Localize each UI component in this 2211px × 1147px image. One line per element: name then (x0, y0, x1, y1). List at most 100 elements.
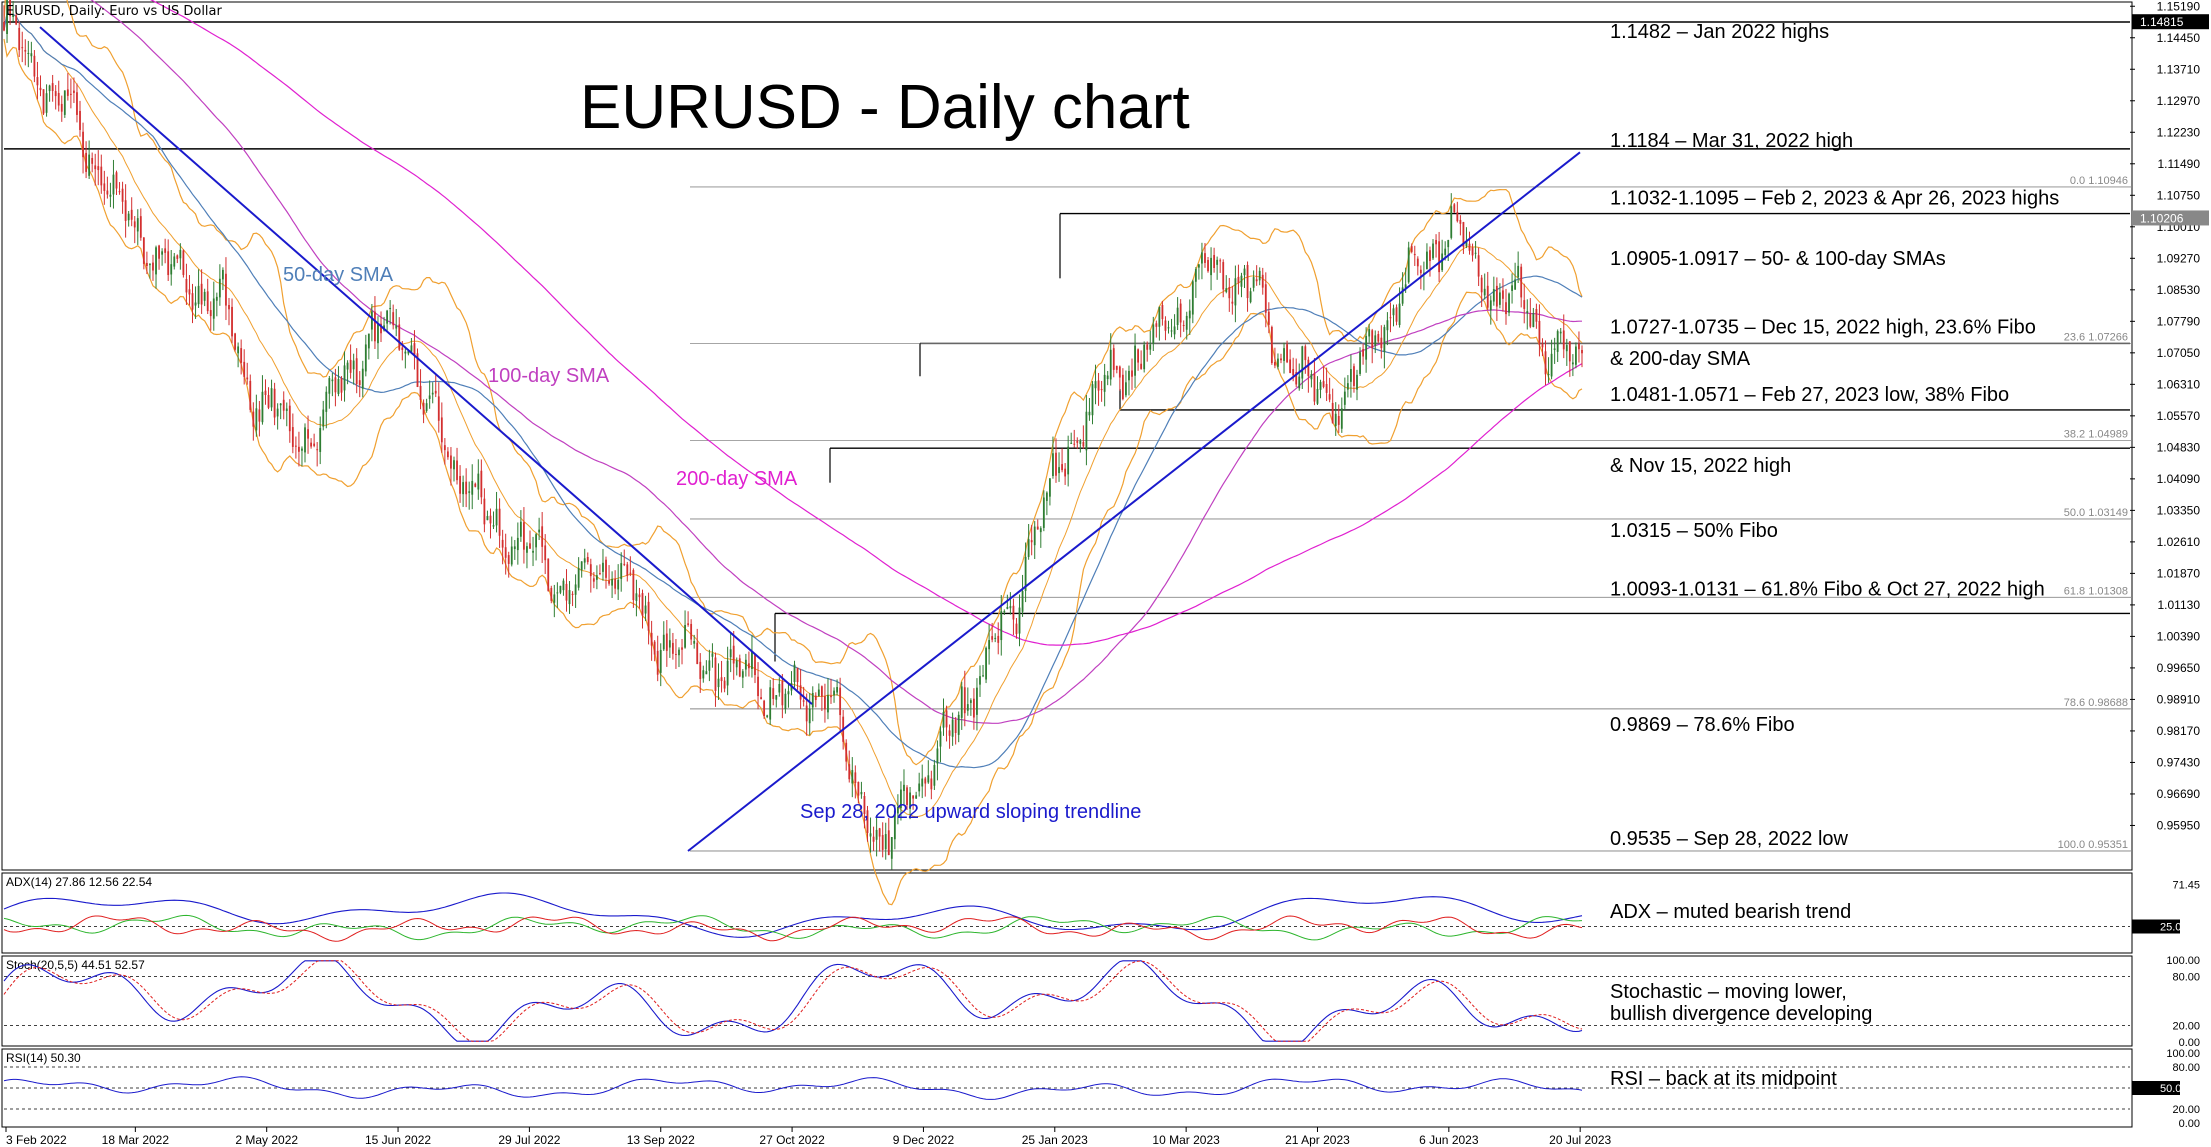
candle-body (1033, 526, 1036, 546)
candle-body (668, 640, 671, 648)
x-tick-label: 25 Jan 2023 (1022, 1133, 1088, 1147)
candle-body (948, 730, 951, 736)
candle-body (1274, 362, 1276, 366)
candle-body (1298, 376, 1301, 389)
candle-body (893, 810, 896, 840)
candle-body (94, 165, 97, 170)
candle-body (939, 731, 942, 747)
candle-body (252, 411, 255, 427)
candle-body (1474, 252, 1477, 254)
candle-body (355, 358, 358, 385)
candle-body (422, 402, 425, 415)
candle-body (988, 640, 991, 650)
stoch-main-line (3, 960, 1583, 1042)
candle-body (805, 705, 808, 722)
candle-body (1316, 388, 1319, 404)
candle-body (741, 671, 744, 678)
candle-body (340, 377, 343, 393)
candle-body (1173, 326, 1176, 335)
candle-body (1149, 344, 1152, 350)
candle-body (963, 687, 966, 714)
candle-body (60, 103, 63, 112)
candle-body (374, 311, 376, 342)
candle-body (474, 483, 477, 487)
candle-body (541, 526, 544, 547)
candle-body (787, 691, 790, 695)
candle-body (398, 324, 401, 350)
candle-body (1529, 313, 1532, 327)
candle-body (711, 653, 714, 657)
candle-body (781, 681, 784, 706)
fib-level-label: 61.8 1.01308 (2064, 585, 2128, 597)
candle-body (936, 748, 939, 764)
y-tick-label: 1.02610 (2157, 535, 2201, 549)
candle-body (650, 632, 653, 646)
candle-body (1021, 591, 1024, 612)
candle-body (1395, 307, 1398, 322)
indicator-tick-label: 100.00 (2166, 1048, 2200, 1060)
candle-body (498, 508, 501, 536)
candle-body (1492, 289, 1495, 302)
candle-body (1231, 301, 1234, 304)
chart-header: EURUSD, Daily: Euro vs US Dollar (6, 4, 223, 19)
candle-body (1197, 264, 1200, 268)
indicator-tick-label: 0.00 (2179, 1037, 2200, 1049)
candle-body (1429, 250, 1431, 262)
candle-body (1152, 324, 1155, 344)
level-annotation: & 200-day SMA (1610, 348, 1751, 370)
candle-body (343, 365, 346, 391)
level-annotation: 1.1184 – Mar 31, 2022 high (1610, 130, 1853, 152)
candle-body (489, 515, 492, 524)
candle-body (1267, 311, 1270, 325)
candle-body (1471, 247, 1474, 256)
candle-body (1292, 369, 1295, 376)
candle-body (3, 21, 5, 31)
candle-body (1140, 363, 1143, 369)
candle-body (85, 152, 88, 172)
candle-body (1416, 258, 1419, 267)
candle-body (212, 298, 215, 319)
candle-body (1088, 411, 1091, 416)
candle-body (635, 593, 638, 601)
rsi-header: RSI(14) 50.30 (6, 1051, 81, 1065)
candle-body (523, 522, 525, 550)
candle-body (1085, 411, 1088, 451)
candle-body (702, 670, 705, 679)
candle-body (927, 775, 930, 783)
candle-body (1535, 309, 1538, 322)
indicator-badge-label: 25.00 (2160, 922, 2188, 934)
candle-body (1155, 323, 1158, 327)
candle-body (124, 200, 127, 221)
candle-body (1112, 348, 1115, 370)
candle-body (492, 525, 495, 527)
candle-body (218, 278, 221, 298)
candle-body (550, 587, 553, 601)
candle-body (416, 353, 419, 388)
candle-body (881, 835, 884, 850)
candle-body (1222, 262, 1225, 290)
candle-body (349, 359, 352, 373)
candle-body (1331, 402, 1334, 424)
candle-body (501, 539, 504, 548)
candle-body (1386, 320, 1389, 331)
candle-body (653, 641, 656, 655)
candle-body (878, 828, 881, 837)
candle-body (82, 131, 84, 158)
candle-body (203, 291, 206, 301)
candle-body (1277, 358, 1279, 367)
candle-body (1255, 279, 1258, 282)
candle-body (176, 255, 179, 259)
candle-body (647, 601, 650, 631)
candle-body (1280, 358, 1282, 361)
candle-body (45, 93, 48, 113)
candle-body (1380, 337, 1383, 349)
candle-body (1179, 303, 1182, 323)
candle-body (133, 221, 136, 228)
candle-body (431, 392, 434, 395)
y-tick-label: 1.12970 (2157, 94, 2201, 108)
y-tick-label: 1.00390 (2157, 629, 2201, 643)
candle-body (225, 273, 227, 306)
candle-body (526, 546, 528, 553)
candle-body (1106, 375, 1109, 380)
level-annotation: 1.1032-1.1095 – Feb 2, 2023 & Apr 26, 20… (1610, 188, 2059, 210)
